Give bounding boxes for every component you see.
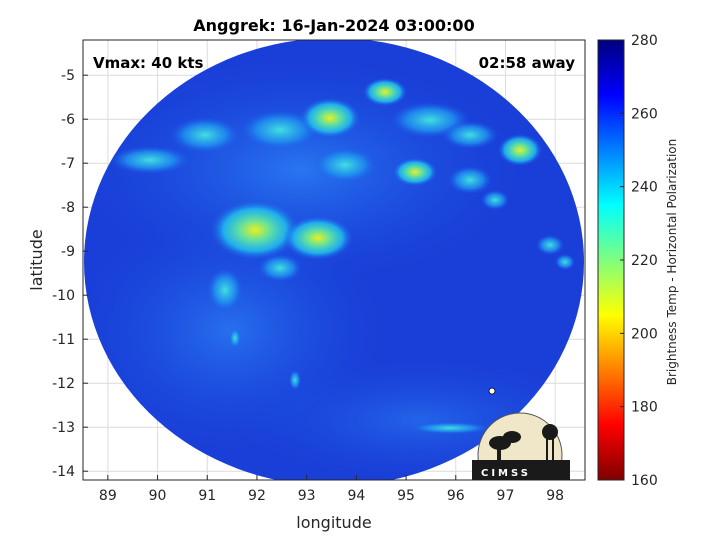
colorbar-tick-label: 160 <box>631 473 658 489</box>
cimss-logo: CIMSS <box>472 412 570 480</box>
colorbar-tick-label: 280 <box>631 33 658 49</box>
colorbar-label: Brightness Temp - Horizontal Polarizatio… <box>665 139 679 386</box>
x-tick-label: 96 <box>447 488 465 504</box>
colorbar-tick-label: 220 <box>631 253 658 269</box>
y-axis-label: latitude <box>27 229 46 290</box>
colorbar-tick-label: 240 <box>631 180 658 196</box>
colorbar-tick-label: 180 <box>631 400 658 416</box>
x-tick-label: 90 <box>149 488 167 504</box>
map-title: Anggrek: 16-Jan-2024 03:00:00 <box>193 16 474 35</box>
logo-text: CIMSS <box>481 468 531 479</box>
colorbar-ticks: 280 260 240 220 200 180 160 <box>620 33 658 489</box>
vmax-annotation: Vmax: 40 kts <box>93 54 203 72</box>
y-tick-label: -7 <box>61 156 75 172</box>
x-tick-label: 94 <box>347 488 365 504</box>
y-tick-label: -11 <box>52 332 75 348</box>
y-tick-label: -6 <box>61 112 75 128</box>
x-tick-label: 93 <box>298 488 316 504</box>
x-tick-label: 91 <box>198 488 216 504</box>
y-axis-ticks: -5 -6 -7 -8 -9 -10 -11 -12 -13 -14 <box>52 68 88 480</box>
x-tick-label: 92 <box>248 488 266 504</box>
plot-area: 89 90 91 92 93 94 95 96 97 98 -5 -6 -7 -8 -9 -10 -11 -12… <box>52 39 586 504</box>
x-tick-label: 89 <box>99 488 117 504</box>
y-tick-label: -8 <box>61 200 75 216</box>
colorbar-tick-label: 200 <box>631 326 658 342</box>
x-axis-label: longitude <box>296 513 371 532</box>
satellite-swath <box>84 40 584 480</box>
colorbar-tick-label: 260 <box>631 106 658 122</box>
time-offset-annotation: 02:58 away <box>479 54 576 72</box>
y-tick-label: -9 <box>61 244 75 260</box>
y-tick-label: -14 <box>52 464 75 480</box>
x-tick-label: 98 <box>546 488 564 504</box>
y-tick-label: -10 <box>52 288 75 304</box>
x-tick-label: 95 <box>397 488 415 504</box>
colorbar: 280 260 240 220 200 180 160 Brightness Temp - … <box>597 33 679 489</box>
y-tick-label: -5 <box>61 68 75 84</box>
y-tick-label: -13 <box>52 420 75 436</box>
y-tick-label: -12 <box>52 376 75 392</box>
x-tick-label: 97 <box>497 488 515 504</box>
x-axis-ticks: 89 90 91 92 93 94 95 96 97 98 <box>99 475 564 504</box>
